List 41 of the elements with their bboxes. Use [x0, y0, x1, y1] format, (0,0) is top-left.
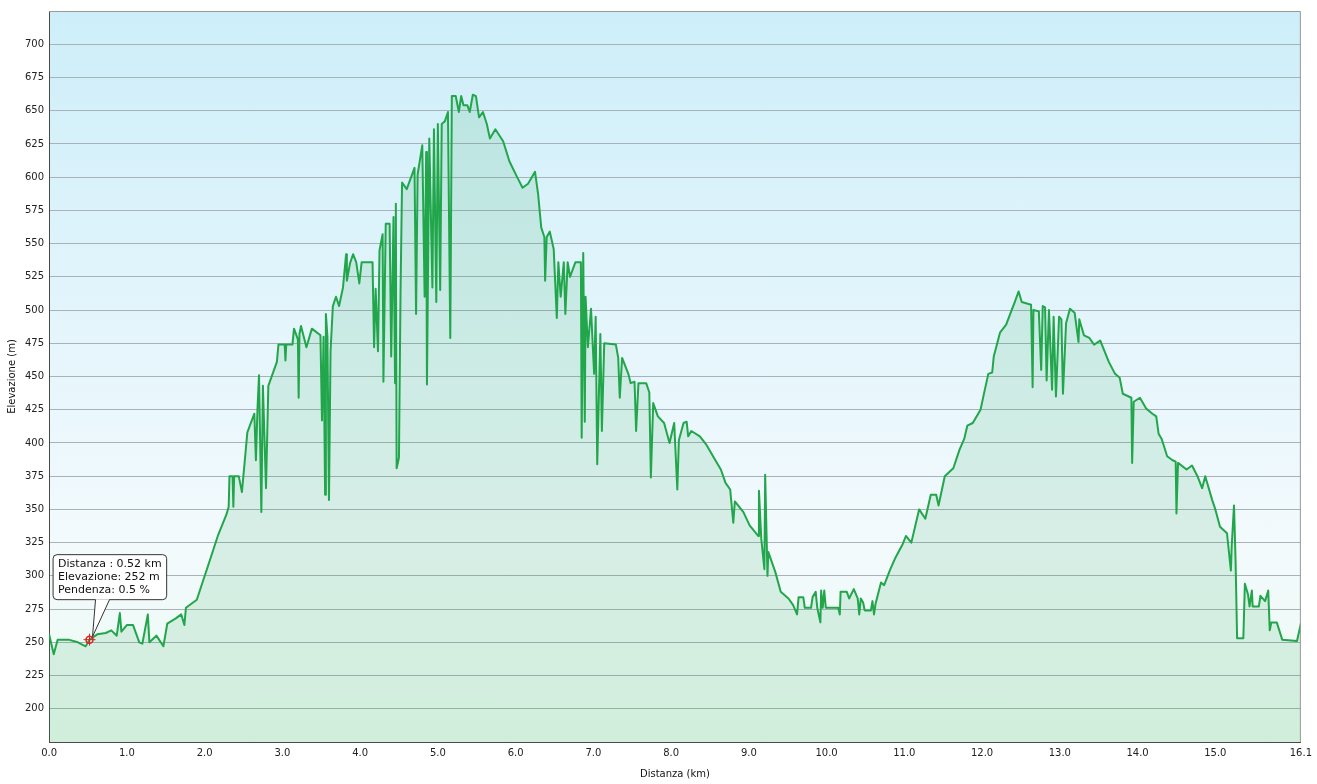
y-tick-label: 625	[24, 137, 45, 149]
x-tick-label: 6.0	[507, 746, 524, 758]
y-tick-label: 425	[24, 403, 45, 415]
y-tick-label: 300	[24, 569, 45, 581]
x-tick-label: 16.1	[1289, 746, 1312, 758]
x-tick-label: 15.0	[1204, 746, 1227, 758]
x-tick-label: 0.0	[41, 746, 58, 758]
y-tick-label: 675	[24, 71, 45, 83]
y-tick-label: 475	[24, 336, 45, 348]
y-tick-label: 575	[24, 203, 45, 215]
x-tick-label: 10.0	[815, 746, 838, 758]
y-tick-label: 600	[24, 170, 45, 182]
x-tick-label: 13.0	[1048, 746, 1071, 758]
x-tick-label: 14.0	[1126, 746, 1149, 758]
y-tick-label: 275	[24, 602, 45, 614]
x-tick-label: 12.0	[970, 746, 994, 758]
y-tick-label: 400	[24, 436, 45, 448]
y-tick-label: 525	[24, 270, 45, 282]
y-tick-label: 550	[24, 237, 45, 249]
y-tick-label: 250	[24, 635, 45, 647]
y-tick-label: 700	[24, 37, 45, 49]
x-tick-label: 8.0	[663, 746, 680, 758]
y-tick-label: 650	[24, 104, 45, 116]
x-tick-label: 1.0	[118, 746, 135, 758]
y-tick-label: 450	[24, 370, 45, 382]
x-tick-label: 9.0	[740, 746, 757, 758]
x-tick-label: 5.0	[429, 746, 446, 758]
y-tick-label: 350	[24, 503, 45, 514]
y-tick-label: 325	[24, 536, 45, 548]
x-axis-title: Distanza (km)	[639, 767, 711, 779]
y-tick-label: 200	[24, 702, 45, 714]
x-tick-label: 11.0	[893, 746, 916, 758]
annotation: Distanza : 0.52 km Elevazione: 252 m Pendenza: 0.5 %	[58, 557, 162, 597]
x-tick-label: 2.0	[196, 746, 213, 758]
x-tick-label: 3.0	[274, 746, 291, 758]
y-tick-label: 225	[24, 669, 45, 681]
y-tick-label: 500	[24, 303, 45, 315]
y-axis-title: Elevazione (m)	[5, 339, 17, 414]
y-tick-label: 375	[24, 469, 45, 481]
x-tick-label: 7.0	[585, 746, 602, 758]
x-tick-label: 4.0	[352, 746, 369, 758]
